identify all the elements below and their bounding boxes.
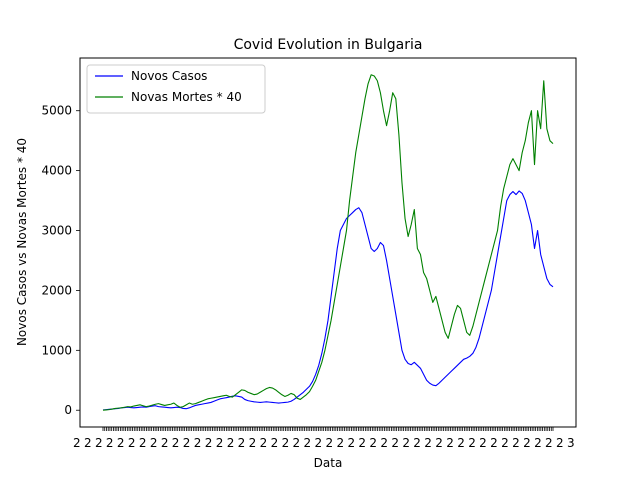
x-tick-label: 2 <box>402 436 410 450</box>
y-tick-label: 0 <box>64 403 72 417</box>
x-tick-label: 2 <box>106 436 114 450</box>
x-tick-label: 2 <box>457 436 465 450</box>
x-tick-label: 2 <box>249 436 257 450</box>
x-tick-label: 2 <box>315 436 323 450</box>
legend-frame <box>86 64 266 114</box>
x-tick-label: 2 <box>95 436 103 450</box>
x-tick-label: 2 <box>128 436 136 450</box>
x-tick-label: 2 <box>380 436 388 450</box>
series-line-novos-casos <box>102 190 554 411</box>
x-tick-label: 2 <box>271 436 279 450</box>
chart-title: Covid Evolution in Bulgaria <box>234 37 423 53</box>
x-tick-label: 2 <box>490 436 498 450</box>
x-tick-label: 2 <box>545 436 553 450</box>
x-tick-label: 2 <box>512 436 520 450</box>
x-axis-ticks <box>102 427 554 431</box>
legend-label-novas-mortes: Novas Mortes * 40 <box>131 90 242 104</box>
y-tick-label: 2000 <box>41 283 72 297</box>
y-tick-label: 4000 <box>41 164 72 178</box>
x-tick-label: 3 <box>567 436 575 450</box>
y-axis-ticks: 0 1000 2000 3000 4000 5000 <box>41 104 80 417</box>
x-tick-label: 2 <box>84 436 92 450</box>
x-tick-label: 2 <box>139 436 147 450</box>
x-tick-label: 2 <box>304 436 312 450</box>
x-tick-label: 2 <box>358 436 366 450</box>
y-tick-label: 5000 <box>41 104 72 118</box>
y-axis-label: Novos Casos vs Novas Mortes * 40 <box>15 138 29 346</box>
x-tick-label: 2 <box>435 436 443 450</box>
x-tick-label: 2 <box>556 436 564 450</box>
x-tick-label: 2 <box>161 436 169 450</box>
x-tick-label: 2 <box>413 436 421 450</box>
x-tick-label: 2 <box>282 436 290 450</box>
x-tick-label: 2 <box>468 436 476 450</box>
y-tick-label: 3000 <box>41 224 72 238</box>
x-tick-label: 2 <box>172 436 180 450</box>
x-tick-label: 2 <box>205 436 213 450</box>
x-tick-label: 2 <box>347 436 355 450</box>
x-tick-label: 2 <box>293 436 301 450</box>
plot-frame <box>79 57 577 428</box>
legend-label-novos-casos: Novos Casos <box>131 69 207 83</box>
x-tick-label: 2 <box>73 436 81 450</box>
x-tick-label: 2 <box>446 436 454 450</box>
x-tick-label: 2 <box>369 436 377 450</box>
x-tick-label: 2 <box>194 436 202 450</box>
x-tick-label: 2 <box>336 436 344 450</box>
series-lines <box>102 74 554 411</box>
x-tick-label: 2 <box>523 436 531 450</box>
x-tick-label: 2 <box>216 436 224 450</box>
x-tick-label: 2 <box>150 436 158 450</box>
x-tick-label: 2 <box>260 436 268 450</box>
x-tick-label: 2 <box>534 436 542 450</box>
series-line-novas-mortes <box>102 74 554 411</box>
x-tick-label: 2 <box>325 436 333 450</box>
x-tick-label: 2 <box>238 436 246 450</box>
x-tick-label: 2 <box>391 436 399 450</box>
x-axis-label: Data <box>314 456 343 470</box>
x-tick-label: 2 <box>227 436 235 450</box>
x-tick-label: 2 <box>479 436 487 450</box>
x-tick-label: 2 <box>424 436 432 450</box>
x-tick-label: 2 <box>117 436 125 450</box>
y-tick-label: 1000 <box>41 343 72 357</box>
legend: Novos Casos Novas Mortes * 40 <box>86 64 266 114</box>
x-tick-label: 2 <box>501 436 509 450</box>
x-tick-label: 2 <box>183 436 191 450</box>
